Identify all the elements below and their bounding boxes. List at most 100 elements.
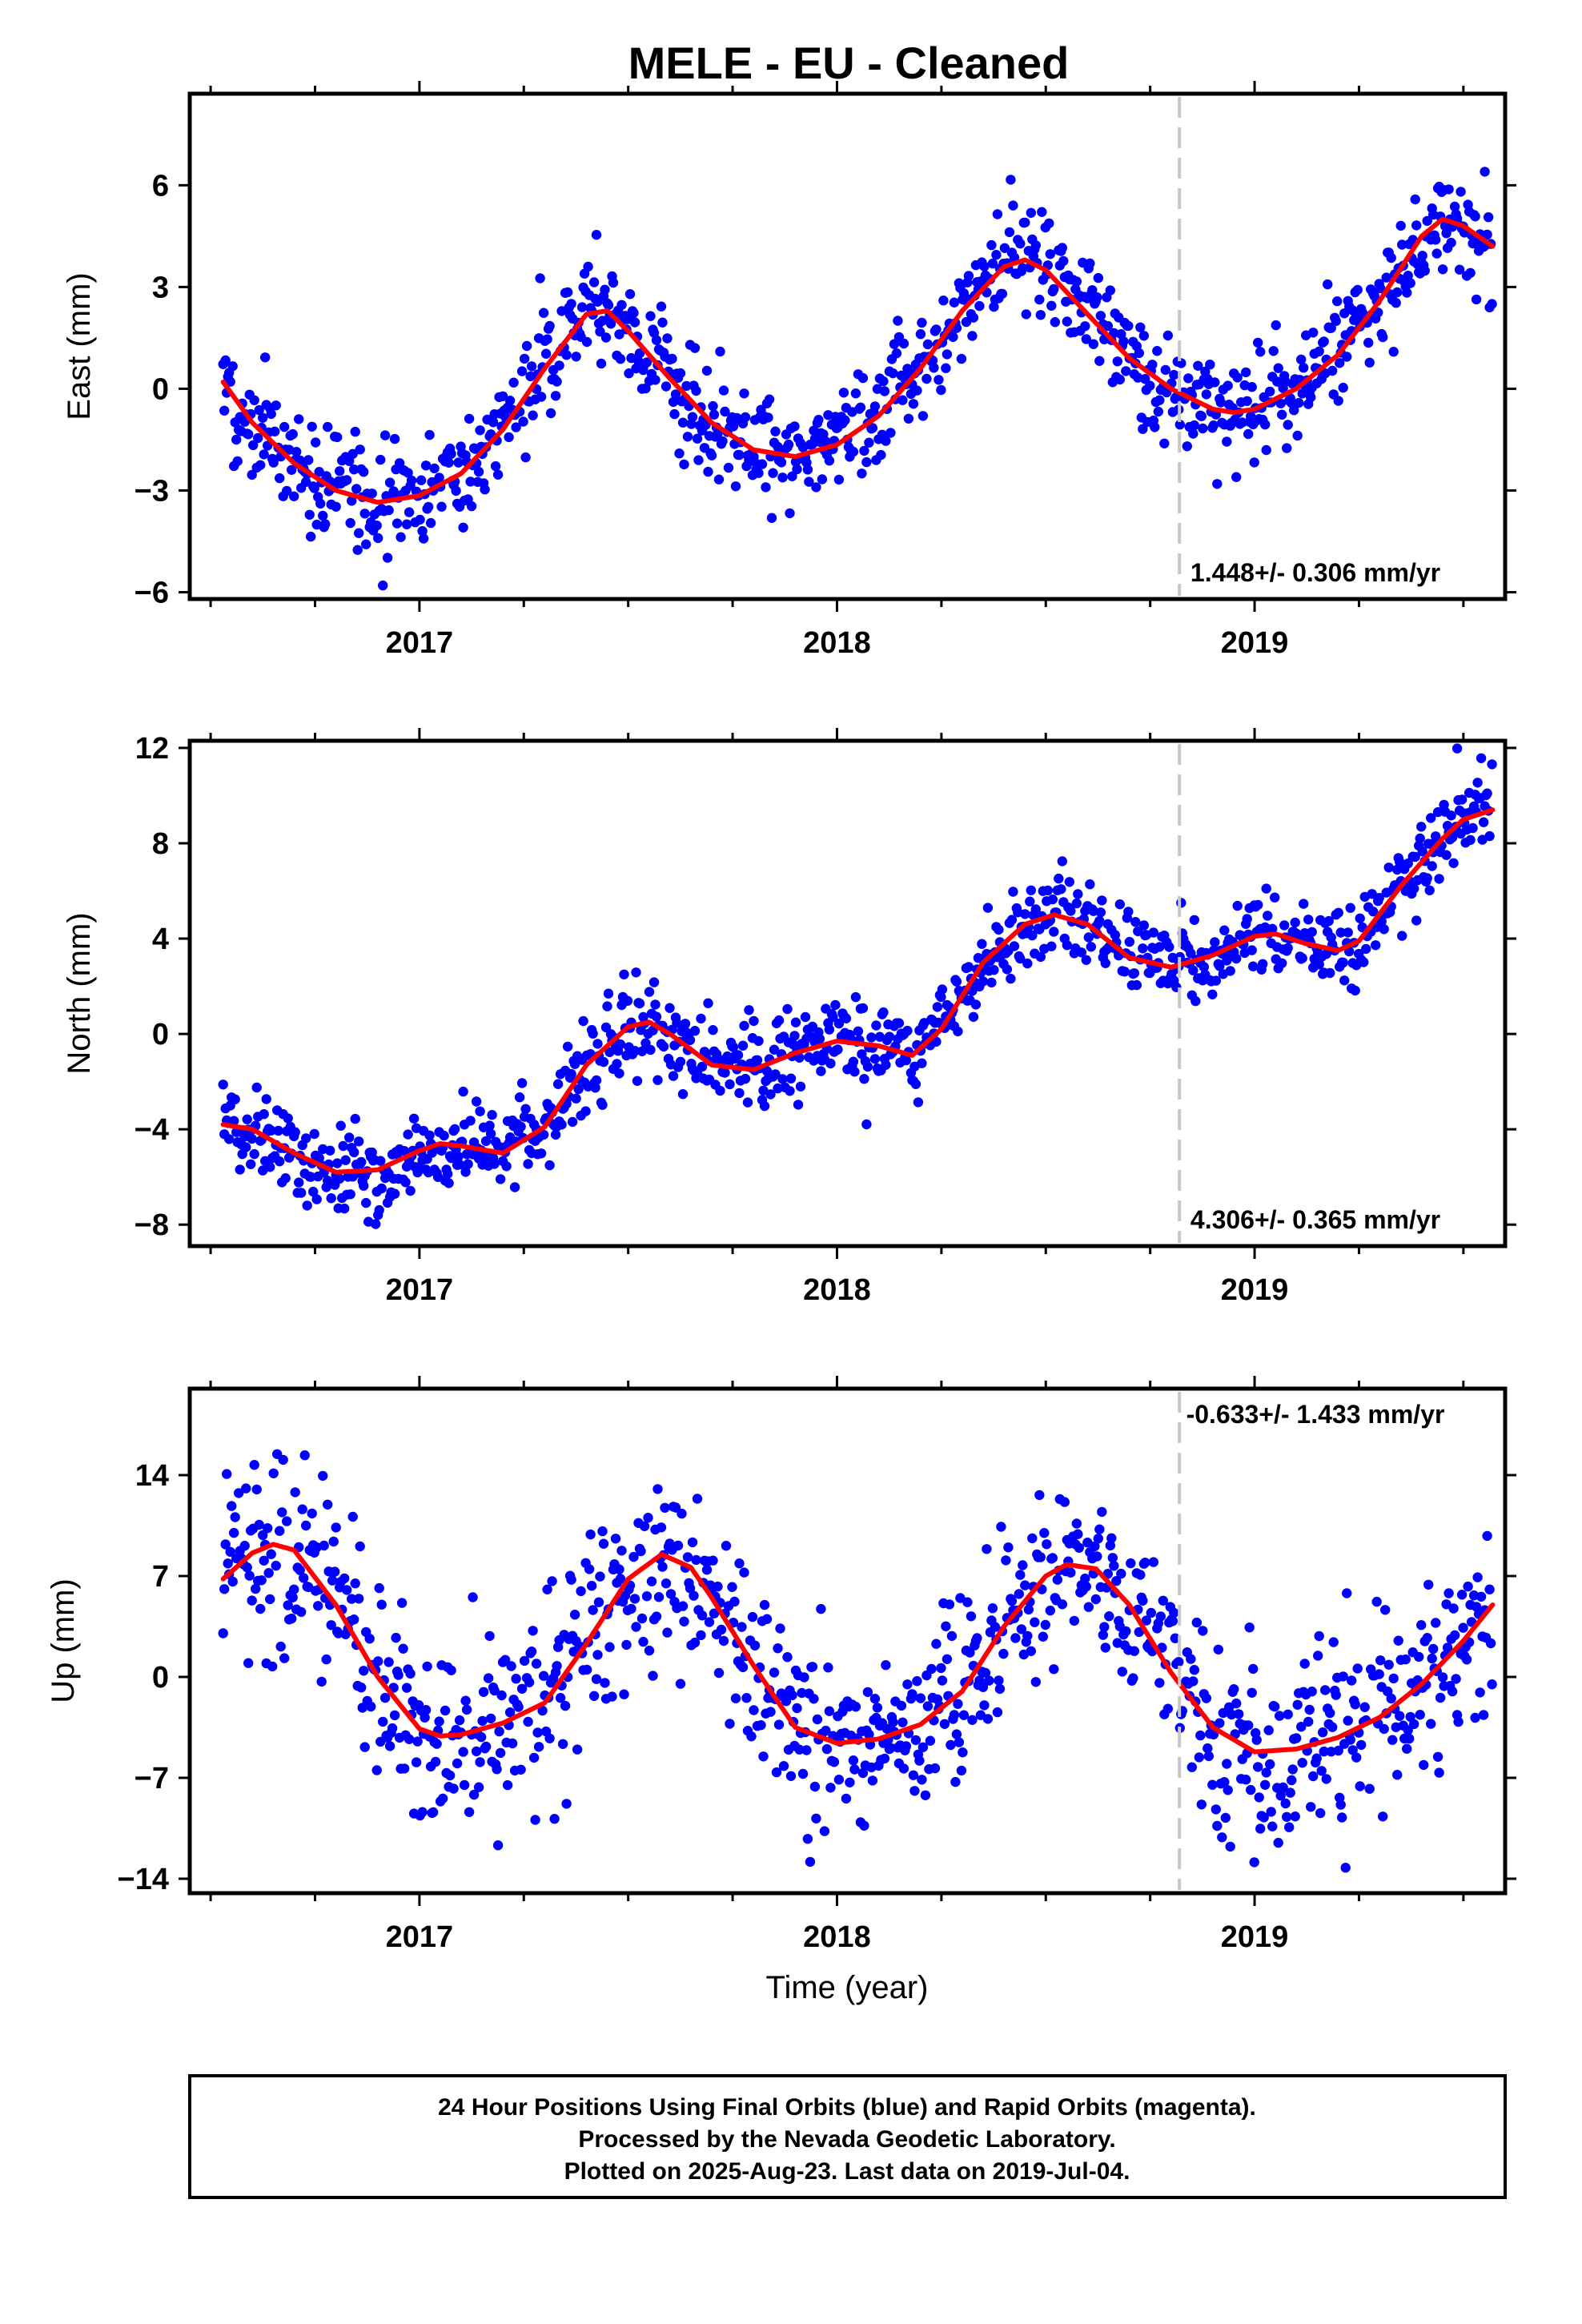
up-point-108 [355, 1541, 365, 1552]
east-point-1 [219, 405, 230, 416]
up-point-172 [434, 1716, 444, 1727]
east-point-195 [466, 501, 477, 512]
east-point-466 [804, 476, 814, 487]
up-point-139 [393, 1670, 404, 1680]
up-point-441 [792, 1703, 802, 1714]
north-point-535 [901, 1055, 912, 1066]
east-point-815 [1249, 457, 1259, 468]
up-point-539 [917, 1775, 927, 1785]
up-point-208 [484, 1630, 495, 1642]
east-point-54 [287, 428, 298, 440]
east-frame [187, 91, 1508, 601]
north-point-403 [734, 1088, 745, 1099]
up-point-592 [982, 1544, 992, 1554]
up-point-159 [417, 1807, 428, 1817]
east-point-568 [936, 384, 946, 396]
up-point-409 [749, 1640, 761, 1651]
north-point-233 [516, 1121, 526, 1132]
up-ytick-label--7: −7 [135, 1762, 169, 1795]
east-point-558 [921, 373, 932, 384]
north-point-27 [251, 1082, 262, 1093]
up-ytick-label-14: 14 [135, 1459, 169, 1493]
north-point-681 [1085, 879, 1095, 890]
up-point-403 [741, 1693, 752, 1703]
east-point-867 [1314, 346, 1324, 356]
east-point-377 [693, 455, 704, 465]
up-point-714 [1140, 1558, 1150, 1568]
up-point-749 [1188, 1676, 1199, 1687]
up-point-942 [1437, 1672, 1448, 1683]
north-point-823 [1270, 892, 1280, 903]
up-point-776 [1222, 1759, 1232, 1769]
up-point-78 [318, 1470, 328, 1482]
north-point-654 [1049, 927, 1059, 937]
up-point-637 [1038, 1631, 1049, 1642]
north-ytick-label-8: 8 [152, 827, 169, 861]
north-point-301 [602, 1001, 612, 1011]
up-point-952 [1449, 1630, 1460, 1641]
up-point-385 [716, 1624, 727, 1635]
east-point-650 [1044, 218, 1054, 229]
east-point-450 [783, 439, 794, 450]
up-point-739 [1174, 1657, 1184, 1667]
north-point-73 [311, 1194, 322, 1204]
up-point-576 [962, 1597, 973, 1607]
east-point-340 [648, 328, 660, 338]
east-point-925 [1388, 347, 1399, 357]
east-point-691 [1095, 311, 1106, 321]
up-point-63 [299, 1573, 309, 1583]
east-point-108 [354, 528, 364, 538]
north-point-631 [1020, 909, 1030, 919]
east-point-294 [591, 230, 602, 240]
up-point-978 [1482, 1530, 1492, 1542]
east-point-539 [898, 338, 909, 349]
east-point-415 [740, 412, 751, 423]
up-point-525 [898, 1763, 909, 1774]
up-point-463 [821, 1725, 831, 1736]
east-point-383 [701, 420, 711, 430]
up-point-748 [1186, 1762, 1198, 1772]
north-point-633 [1022, 958, 1033, 969]
north-point-398 [728, 1042, 739, 1052]
north-point-832 [1283, 943, 1293, 954]
north-point-38 [266, 1125, 276, 1136]
east-point-479 [821, 436, 831, 447]
north-point-902 [1374, 893, 1384, 903]
east-point-521 [876, 449, 886, 460]
east-ytick-label--6: −6 [135, 577, 169, 610]
up-point-814 [1270, 1701, 1280, 1712]
east-point-456 [792, 464, 802, 475]
east-point-794 [1223, 380, 1233, 391]
north-point-323 [629, 1046, 640, 1056]
north-point-387 [715, 1085, 725, 1096]
east-point-109 [355, 444, 365, 455]
up-point-465 [823, 1663, 833, 1673]
east-point-881 [1331, 316, 1341, 327]
up-point-537 [914, 1755, 925, 1766]
north-point-315 [619, 969, 629, 980]
up-point-254 [547, 1576, 557, 1586]
north-point-407 [739, 1020, 749, 1031]
up-point-862 [1331, 1690, 1341, 1700]
east-point-178 [446, 448, 456, 459]
up-point-833 [1296, 1722, 1307, 1732]
north-point-709 [1123, 907, 1134, 917]
up-point-373 [701, 1565, 713, 1575]
up-point-175 [437, 1793, 448, 1803]
east-point-68 [304, 509, 315, 520]
north-point-140 [399, 1146, 410, 1156]
east-point-154 [415, 514, 425, 525]
east-point-442 [773, 441, 783, 452]
up-point-154 [411, 1757, 422, 1767]
north-point-410 [744, 1005, 754, 1015]
east-point-118 [367, 489, 377, 499]
north-point-355 [672, 1018, 682, 1028]
east-point-435 [764, 394, 775, 404]
up-point-591 [980, 1667, 991, 1679]
north-point-341 [652, 1075, 663, 1085]
east-point-644 [1035, 310, 1046, 320]
up-point-75 [313, 1601, 323, 1611]
east-point-114 [361, 539, 371, 549]
up-point-811 [1266, 1807, 1276, 1817]
up-point-801 [1253, 1762, 1263, 1772]
